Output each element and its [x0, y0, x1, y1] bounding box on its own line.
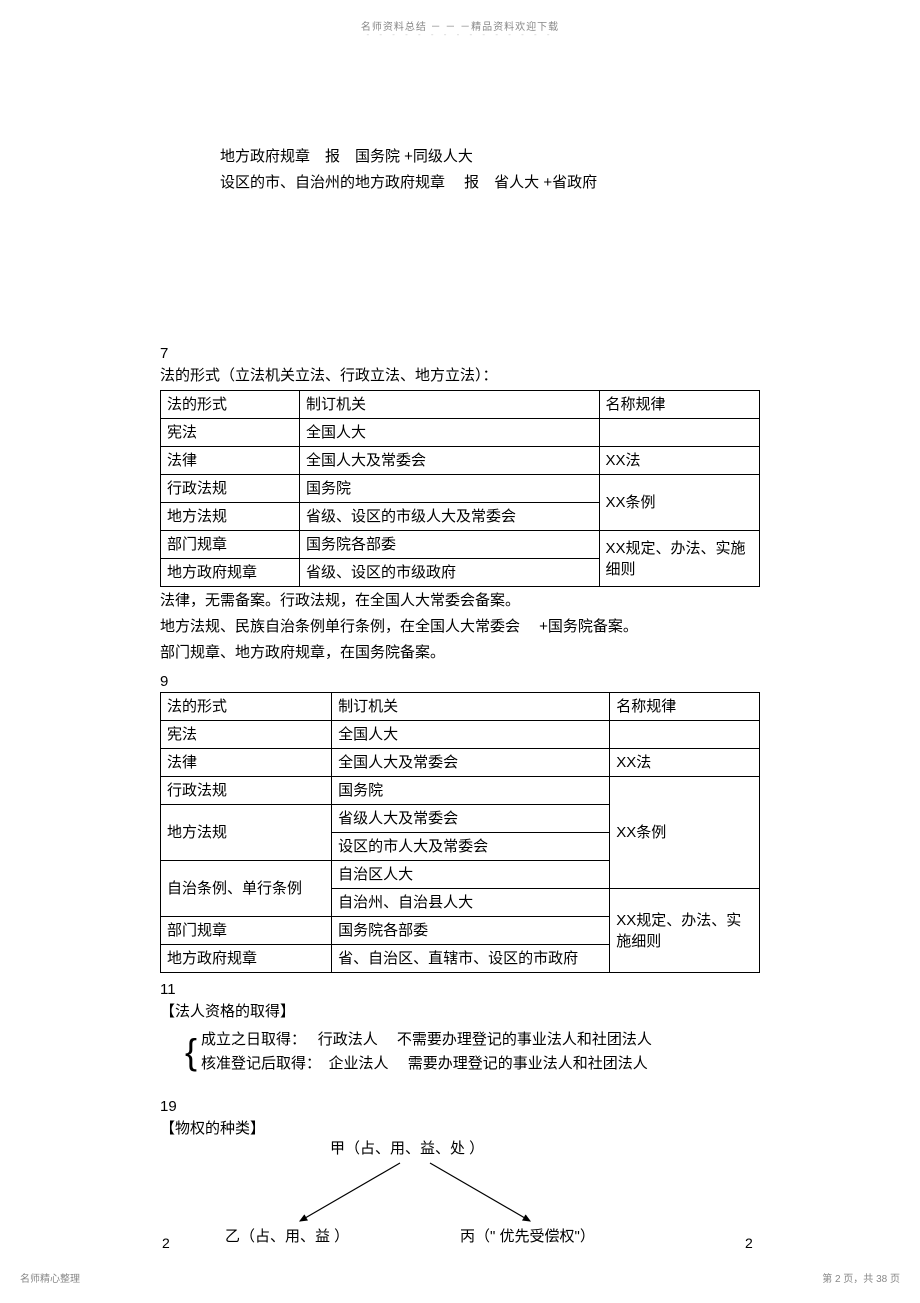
table-cell: 名称规律: [599, 391, 759, 419]
footer-left: 名师精心整理: [20, 1270, 80, 1285]
table-cell: 全国人大及常委会: [300, 447, 600, 475]
table-cell: 全国人大: [300, 419, 600, 447]
table-cell: XX规定、办法、实施细则: [599, 531, 759, 587]
diagram-node-right: 丙（" 优先受偿权"）: [460, 1225, 595, 1246]
table-cell: 法律: [161, 447, 300, 475]
table-cell: 省级人大及常委会: [332, 805, 610, 833]
table-cell: 部门规章: [161, 531, 300, 559]
table-cell: 国务院: [300, 475, 600, 503]
main-content: 地方政府规章 报 国务院 +同级人大 设区的市、自治州的地方政府规章 报 省人大…: [160, 145, 760, 1253]
table-cell: 省、自治区、直辖市、设区的市政府: [332, 945, 610, 973]
table-cell: 地方政府规章: [161, 559, 300, 587]
table-cell: XX条例: [610, 777, 760, 889]
table-row: 法的形式 制订机关 名称规律: [161, 693, 760, 721]
table-cell: 自治州、自治县人大: [332, 889, 610, 917]
table-cell: 省级、设区的市级人大及常委会: [300, 503, 600, 531]
table-cell: XX法: [599, 447, 759, 475]
table-cell: 行政法规: [161, 777, 332, 805]
table-cell: [599, 419, 759, 447]
table-cell: 地方法规: [161, 805, 332, 861]
table-cell: 国务院: [332, 777, 610, 805]
brace-line-1: 成立之日取得： 行政法人 不需要办理登记的事业法人和社团法人: [201, 1028, 652, 1052]
table-row: 宪法 全国人大: [161, 419, 760, 447]
section-11-num: 11: [160, 981, 760, 998]
table-cell: 全国人大及常委会: [332, 749, 610, 777]
brace-icon: {: [185, 1028, 197, 1076]
table-cell: 自治区人大: [332, 861, 610, 889]
table-cell: 法的形式: [161, 391, 300, 419]
table-cell: 宪法: [161, 419, 300, 447]
section-7-note-3: 部门规章、地方政府规章，在国务院备案。: [160, 641, 760, 665]
table-cell: 名称规律: [610, 693, 760, 721]
property-rights-diagram: 甲（占、用、益、处 ） 乙（占、用、益 ） 丙（" 优先受偿权"）: [170, 1143, 730, 1253]
table-cell: XX法: [610, 749, 760, 777]
table-9: 法的形式 制订机关 名称规律 宪法 全国人大 法律 全国人大及常委会 XX法 行…: [160, 692, 760, 973]
intro-line-1: 地方政府规章 报 国务院 +同级人大: [160, 145, 760, 169]
table-cell: [610, 721, 760, 749]
table-cell: 部门规章: [161, 917, 332, 945]
diagram-node-top: 甲（占、用、益、处 ）: [330, 1137, 484, 1158]
table-7: 法的形式 制订机关 名称规律 宪法 全国人大 法律 全国人大及常委会 XX法 行…: [160, 390, 760, 587]
section-19-num: 19: [160, 1098, 760, 1115]
table-row: 行政法规 国务院 XX条例: [161, 777, 760, 805]
table-cell: 设区的市人大及常委会: [332, 833, 610, 861]
table-row: 法的形式 制订机关 名称规律: [161, 391, 760, 419]
table-cell: 国务院各部委: [332, 917, 610, 945]
brace-group: { 成立之日取得： 行政法人 不需要办理登记的事业法人和社团法人 核准登记后取得…: [185, 1028, 760, 1076]
table-cell: 制订机关: [300, 391, 600, 419]
table-row: 行政法规 国务院 XX条例: [161, 475, 760, 503]
section-7-num: 7: [160, 345, 760, 362]
page-corner-right: 2: [745, 1235, 753, 1251]
table-cell: 地方政府规章: [161, 945, 332, 973]
table-cell: XX规定、办法、实施细则: [610, 889, 760, 973]
intro-line-2: 设区的市、自治州的地方政府规章 报 省人大 +省政府: [160, 171, 760, 195]
footer-right: 第 2 页，共 38 页: [822, 1270, 900, 1285]
table-cell: 法的形式: [161, 693, 332, 721]
table-cell: 全国人大: [332, 721, 610, 749]
table-cell: 自治条例、单行条例: [161, 861, 332, 917]
table-row: 法律 全国人大及常委会 XX法: [161, 749, 760, 777]
table-row: 部门规章 国务院各部委 XX规定、办法、实施细则: [161, 531, 760, 559]
brace-line-2: 核准登记后取得： 企业法人 需要办理登记的事业法人和社团法人: [201, 1052, 652, 1076]
table-cell: XX条例: [599, 475, 759, 531]
section-7-title: 法的形式（立法机关立法、行政立法、地方立法）：: [160, 364, 760, 388]
table-row: 宪法 全国人大: [161, 721, 760, 749]
diagram-node-left: 乙（占、用、益 ）: [225, 1225, 349, 1246]
table-cell: 国务院各部委: [300, 531, 600, 559]
table-cell: 制订机关: [332, 693, 610, 721]
page-header-dots: - - - - - - - - - - - - - - -: [0, 30, 920, 39]
table-cell: 行政法规: [161, 475, 300, 503]
section-7-note-2: 地方法规、民族自治条例单行条例，在全国人大常委会 +国务院备案。: [160, 615, 760, 639]
table-cell: 省级、设区的市级政府: [300, 559, 600, 587]
page-corner-left: 2: [162, 1235, 170, 1251]
table-cell: 宪法: [161, 721, 332, 749]
table-cell: 地方法规: [161, 503, 300, 531]
section-11-title: 【法人资格的取得】: [160, 1000, 760, 1024]
section-9-num: 9: [160, 673, 760, 690]
section-7-note-1: 法律，无需备案。行政法规，在全国人大常委会备案。: [160, 589, 760, 613]
table-cell: 法律: [161, 749, 332, 777]
table-row: 法律 全国人大及常委会 XX法: [161, 447, 760, 475]
